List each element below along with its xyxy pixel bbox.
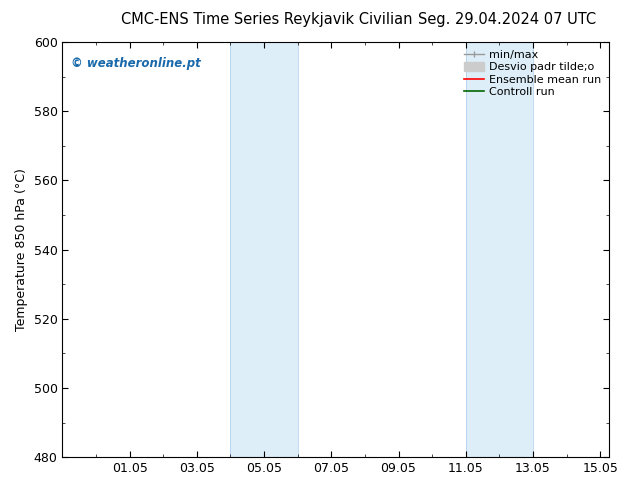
Y-axis label: Temperature 850 hPa (°C): Temperature 850 hPa (°C) — [15, 168, 28, 331]
Text: Seg. 29.04.2024 07 UTC: Seg. 29.04.2024 07 UTC — [418, 12, 596, 27]
Bar — [231, 42, 298, 457]
Text: © weatheronline.pt: © weatheronline.pt — [70, 56, 200, 70]
Text: CMC-ENS Time Series Reykjavik Civilian: CMC-ENS Time Series Reykjavik Civilian — [120, 12, 412, 27]
Bar — [466, 42, 533, 457]
Legend: min/max, Desvio padr tilde;o, Ensemble mean run, Controll run: min/max, Desvio padr tilde;o, Ensemble m… — [462, 48, 603, 99]
